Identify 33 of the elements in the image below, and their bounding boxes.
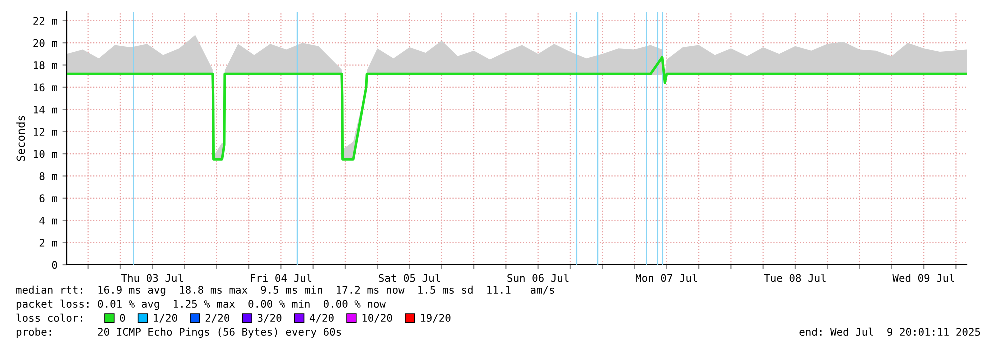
line-series [67,56,967,161]
y-tick-label: 8 m [40,172,58,180]
y-tick-label: 12 m [34,128,58,136]
x-tick-label: Thu 03 Jul [122,274,183,282]
x-tick-label: Sat 05 Jul [379,274,440,282]
y-tick-label: 6 m [40,194,58,203]
x-tick-label: Wed 09 Jul [892,274,954,282]
text: packet loss: 0.01 % avg 1.25 % max 0.00 % min 0.00 % now [16,300,386,310]
y-tick-label: 2 m [40,239,58,247]
y-tick-label: 16 m [34,84,58,92]
legend-label: 2/20 [206,314,230,323]
legend-label: 0 [120,314,126,322]
y-tick-label: 14 m [34,106,58,114]
legend-label: 10/20 [362,314,392,323]
text: end: Wed Jul 9 20:01:11 2025 [800,328,980,336]
x-tick-label: Mon 07 Jul [636,274,698,282]
text: probe: 20 ICMP Echo Pings (56 Bytes) every 60s [16,328,342,338]
x-tick-label: Sun 06 Jul [508,274,569,282]
x-tick-label: Fri 04 Jul [251,274,312,282]
x-tick-label: Tue 08 Jul [764,274,826,282]
y-tick-label: 22 m [34,17,58,25]
legend-label: 19/20 [421,314,451,323]
legend-label: 4/20 [310,314,334,323]
y-tick-label: 0 [52,261,58,270]
y-tick-label: 10 m [34,150,58,158]
legend-title: loss color: [16,314,82,322]
y-axis-title: Seconds [16,116,26,162]
legend-label: 3/20 [258,314,282,323]
legend-label: 1/20 [154,314,178,323]
text: median rtt: 16.9 ms avg 18.8 ms max 9.5 ms min 17.2 ms now 1.5 ms sd 11.1 am/s [16,286,554,296]
y-tick-label: 4 m [40,217,58,225]
y-tick-label: 18 m [34,62,58,70]
y-tick-label: 20 m [34,39,58,48]
